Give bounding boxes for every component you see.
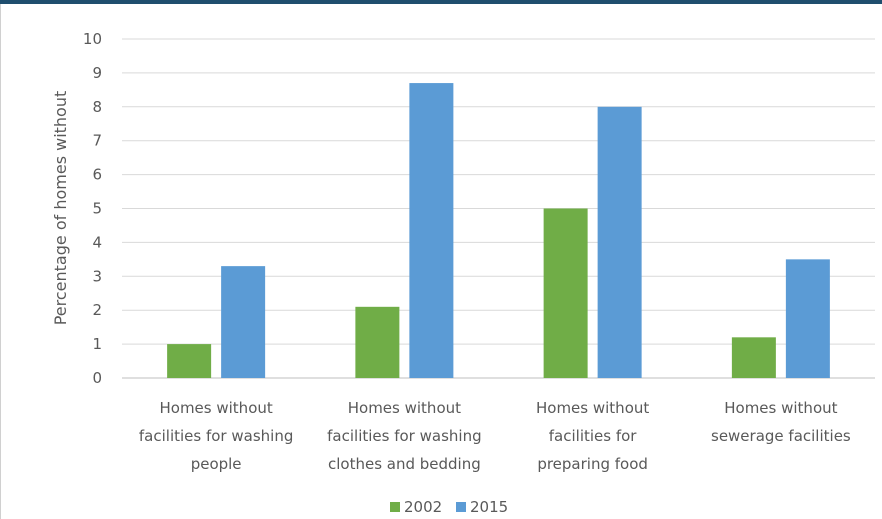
x-category-label: Homes without facilities for preparing foo…	[536, 399, 649, 473]
x-category-label: Homes without sewerage facilities	[711, 399, 851, 445]
x-category-label-line: facilities for washing	[327, 427, 481, 445]
bar-2015-1	[221, 266, 266, 378]
x-category-label-line: facilities for	[549, 427, 638, 445]
x-category-label-line: Homes without	[348, 399, 461, 417]
x-category-label: Homes without facilities for washing peopl…	[139, 399, 293, 473]
bar-2002-2	[355, 306, 400, 378]
legend-swatch-2015	[456, 502, 466, 512]
bar-2002-1	[167, 344, 212, 378]
legend-label-2002: 2002	[404, 498, 442, 516]
x-category-label-line: Homes without	[724, 399, 837, 417]
bars	[167, 83, 830, 379]
y-axis-ticks: 0 1 2 3 4 5 6 7 8 9 10	[83, 30, 102, 387]
y-tick-label: 1	[92, 335, 102, 353]
y-tick-label: 10	[83, 30, 102, 48]
y-tick-label: 2	[92, 301, 102, 319]
top-border	[0, 0, 882, 4]
x-axis-categories: Homes without facilities for washing peopl…	[139, 399, 851, 473]
y-tick-label: 5	[92, 200, 102, 218]
bar-2015-4	[785, 259, 830, 378]
bar-2015-2	[409, 83, 454, 378]
x-category-label-line: facilities for washing	[139, 427, 293, 445]
y-tick-label: 3	[92, 267, 102, 285]
y-tick-label: 9	[92, 64, 102, 82]
y-tick-label: 4	[92, 233, 102, 251]
x-category-label-line: people	[191, 455, 242, 473]
y-tick-label: 7	[92, 132, 102, 150]
legend-swatch-2002	[390, 502, 400, 512]
x-category-label-line: clothes and bedding	[328, 455, 481, 473]
bar-2015-3	[597, 106, 642, 379]
x-category-label: Homes without facilities for washing cloth…	[327, 399, 481, 473]
left-border	[0, 4, 1, 519]
legend: 2002 2015	[390, 498, 508, 516]
x-category-label-line: Homes without	[159, 399, 272, 417]
y-axis-label: Percentage of homes without	[51, 91, 70, 326]
x-category-label-line: sewerage facilities	[711, 427, 851, 445]
bar-2002-3	[543, 208, 588, 378]
legend-label-2015: 2015	[470, 498, 508, 516]
x-category-label-line: Homes without	[536, 399, 649, 417]
y-tick-label: 6	[92, 166, 102, 184]
bar-2002-4	[731, 337, 776, 378]
y-tick-label: 8	[92, 98, 102, 116]
x-category-label-line: preparing food	[537, 455, 648, 473]
gridlines	[122, 38, 875, 379]
y-tick-label: 0	[92, 369, 102, 387]
